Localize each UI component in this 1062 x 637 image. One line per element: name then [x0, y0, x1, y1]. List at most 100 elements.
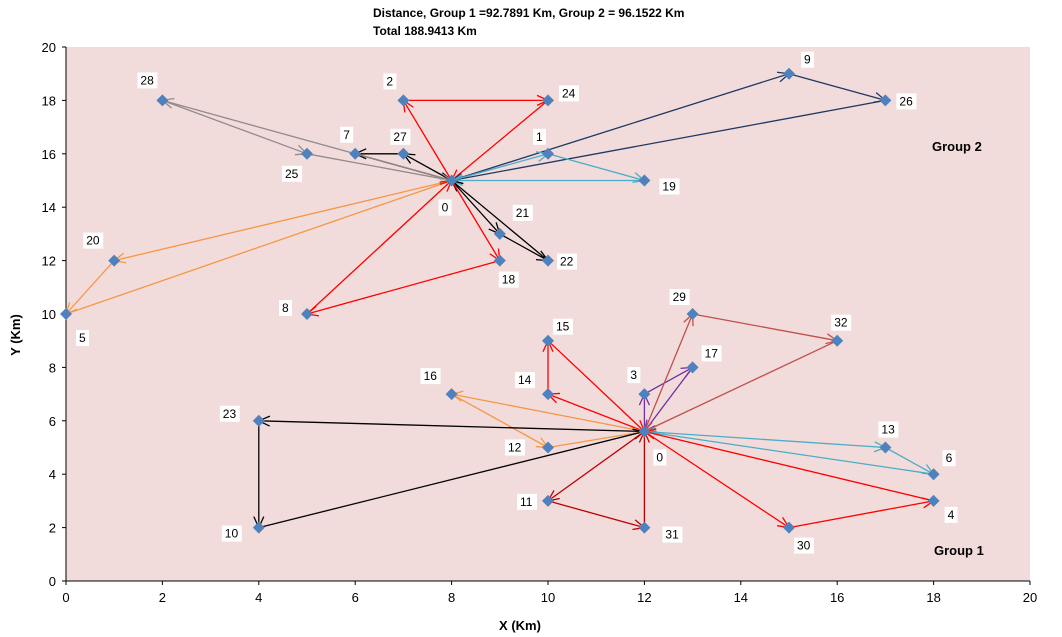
route-segment: [162, 100, 452, 182]
depot-1-marker: [445, 174, 458, 187]
route-segment: [547, 340, 644, 432]
point-label-bg: [512, 204, 533, 221]
point-label-bg: [878, 421, 899, 438]
point-label-bg: [794, 537, 814, 554]
point-label-bg: [438, 199, 452, 216]
point-label: 16: [424, 369, 438, 383]
point-29-marker: [686, 308, 699, 320]
route-2: [452, 74, 886, 181]
point-label-bg: [390, 128, 411, 145]
point-label: 3: [630, 368, 637, 382]
route-14: [548, 430, 645, 527]
point-label: 8: [282, 301, 289, 315]
point-label-bg: [627, 367, 641, 384]
point-label: 17: [705, 346, 719, 360]
point-32-marker: [831, 334, 844, 347]
point-2-marker: [397, 94, 410, 107]
route-segment: [451, 393, 548, 447]
point-label-bg: [533, 128, 546, 145]
route-1: [403, 100, 549, 181]
point-label-bg: [420, 368, 441, 385]
route-8: [307, 181, 500, 315]
route-segment: [403, 100, 453, 181]
route-segment: [548, 430, 645, 500]
point-15-marker: [542, 334, 554, 347]
point-label: 0: [442, 201, 449, 215]
route-segment: [644, 430, 885, 447]
x-tick-label: 10: [541, 590, 555, 605]
point-label-bg: [559, 85, 579, 102]
y-tick-label: 16: [42, 147, 56, 162]
depot-2-marker: [638, 425, 651, 438]
point-13-marker: [879, 441, 892, 454]
point-label-bg: [701, 345, 722, 362]
route-segment: [452, 394, 645, 433]
point-label: 11: [520, 495, 533, 509]
route-segment: [547, 153, 644, 181]
point-23-marker: [252, 414, 265, 427]
y-tick-label: 2: [49, 521, 56, 536]
point-label-bg: [498, 271, 519, 288]
route-segment: [65, 181, 452, 315]
point-label: 10: [225, 527, 239, 541]
point-31-marker: [638, 521, 651, 534]
point-4-marker: [927, 494, 940, 507]
route-segment: [452, 99, 886, 180]
y-axis-title: Y (Km): [8, 314, 23, 356]
route-segment: [451, 154, 548, 182]
route-11: [644, 314, 837, 431]
point-label: 28: [140, 73, 154, 87]
point-25-marker: [301, 147, 313, 160]
route-segment: [451, 74, 789, 182]
point-label: 25: [285, 167, 299, 181]
point-label: 9: [804, 53, 811, 67]
point-label-bg: [383, 73, 397, 90]
route-15: [644, 431, 933, 474]
x-tick-label: 20: [1023, 590, 1037, 605]
point-14-marker: [542, 388, 554, 401]
route-3: [451, 153, 645, 182]
point-19-marker: [638, 174, 651, 187]
point-10-marker: [252, 521, 265, 534]
y-tick-label: 18: [42, 93, 56, 108]
point-label: 12: [508, 441, 522, 455]
route-segment: [307, 259, 500, 314]
point-6-marker: [927, 468, 940, 481]
point-label: 32: [834, 316, 848, 330]
route-16: [644, 431, 933, 527]
point-label: 18: [502, 273, 516, 287]
point-label-bg: [553, 318, 573, 335]
route-segment: [114, 179, 452, 261]
point-label: 2: [386, 74, 393, 88]
route-segment: [644, 430, 789, 527]
point-label-bg: [83, 232, 104, 249]
route-13: [259, 421, 645, 529]
x-tick-label: 6: [352, 590, 359, 605]
point-label: 27: [393, 130, 407, 144]
point-8-marker: [301, 308, 313, 320]
route-segment: [644, 367, 692, 395]
y-tick-label: 4: [49, 467, 56, 482]
route-6: [66, 181, 452, 315]
route-7: [452, 181, 548, 261]
route-12: [452, 394, 645, 447]
point-21-marker: [493, 227, 506, 240]
point-label-bg: [942, 450, 956, 467]
point-label: 22: [560, 255, 574, 269]
point-12-marker: [542, 441, 554, 454]
point-label-bg: [137, 72, 158, 89]
point-label-bg: [944, 506, 958, 523]
point-label: 24: [562, 86, 576, 100]
point-label-bg: [76, 330, 89, 346]
title-line-1: Distance, Group 1 =92.7891 Km, Group 2 =…: [373, 6, 684, 20]
x-tick-label: 8: [448, 590, 455, 605]
point-label: 14: [518, 373, 532, 387]
point-18-marker: [493, 254, 506, 267]
point-26-marker: [879, 94, 892, 107]
y-tick-label: 20: [42, 40, 56, 55]
route-segment: [548, 394, 645, 433]
point-label-bg: [653, 449, 667, 466]
route-segment: [452, 181, 549, 262]
